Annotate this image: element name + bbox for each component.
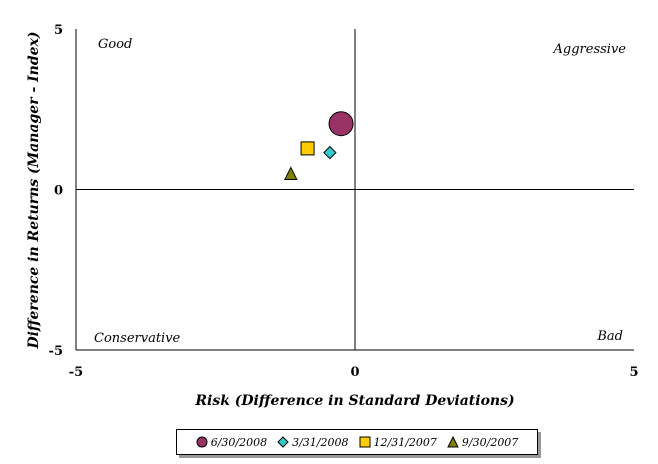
data-point-square xyxy=(300,141,315,156)
quadrant-label-good: Good xyxy=(98,37,132,52)
marker-square xyxy=(359,436,370,448)
legend-swatch-triangle xyxy=(447,436,459,448)
legend-swatch-circle xyxy=(196,436,208,448)
legend-item: 9/30/2007 xyxy=(447,436,518,449)
legend-label: 9/30/2007 xyxy=(461,435,519,449)
marker-triangle xyxy=(447,436,459,448)
x-tick-label: -5 xyxy=(69,365,83,380)
quadrant-labels: Good Aggressive Conservative Bad xyxy=(94,37,626,346)
data-point-circle xyxy=(328,111,354,137)
legend-label: 12/31/2007 xyxy=(373,435,437,449)
legend: 6/30/2008 3/31/2008 12/31/2007 9/30/2007 xyxy=(176,429,538,455)
marker-circle xyxy=(196,436,208,448)
legend-label: 6/30/2008 xyxy=(210,435,268,449)
legend-swatch-square xyxy=(359,436,370,448)
x-axis-label: Risk (Difference in Standard Deviations) xyxy=(194,393,514,409)
legend-item: 12/31/2007 xyxy=(359,436,437,449)
data-point-triangle xyxy=(284,166,298,180)
data-point-diamond xyxy=(323,145,337,160)
quadrant-label-bad: Bad xyxy=(596,329,623,344)
legend-swatch-diamond xyxy=(277,436,289,448)
y-tick-label: 5 xyxy=(54,23,63,38)
x-tick-label: 0 xyxy=(350,365,359,380)
y-axis-label: Difference in Returns (Manager - Index) xyxy=(26,31,42,349)
legend-item: 3/31/2008 xyxy=(277,435,349,449)
y-tick-label: -5 xyxy=(49,344,63,359)
tick-labels: -5 0 5 5 0 -5 xyxy=(49,23,639,380)
data-points xyxy=(284,111,354,180)
marker-square xyxy=(300,141,315,156)
marker-circle xyxy=(328,111,354,137)
quadrant-label-conservative: Conservative xyxy=(94,331,181,346)
quadrant-label-aggressive: Aggressive xyxy=(553,42,627,57)
legend-label: 3/31/2008 xyxy=(292,435,349,449)
y-tick-label: 0 xyxy=(54,184,63,199)
axes xyxy=(75,29,634,351)
marker-diamond xyxy=(277,436,289,448)
marker-diamond xyxy=(323,145,337,160)
marker-triangle xyxy=(284,166,298,180)
legend-item: 6/30/2008 xyxy=(196,436,267,449)
x-tick-label: 5 xyxy=(629,365,638,380)
